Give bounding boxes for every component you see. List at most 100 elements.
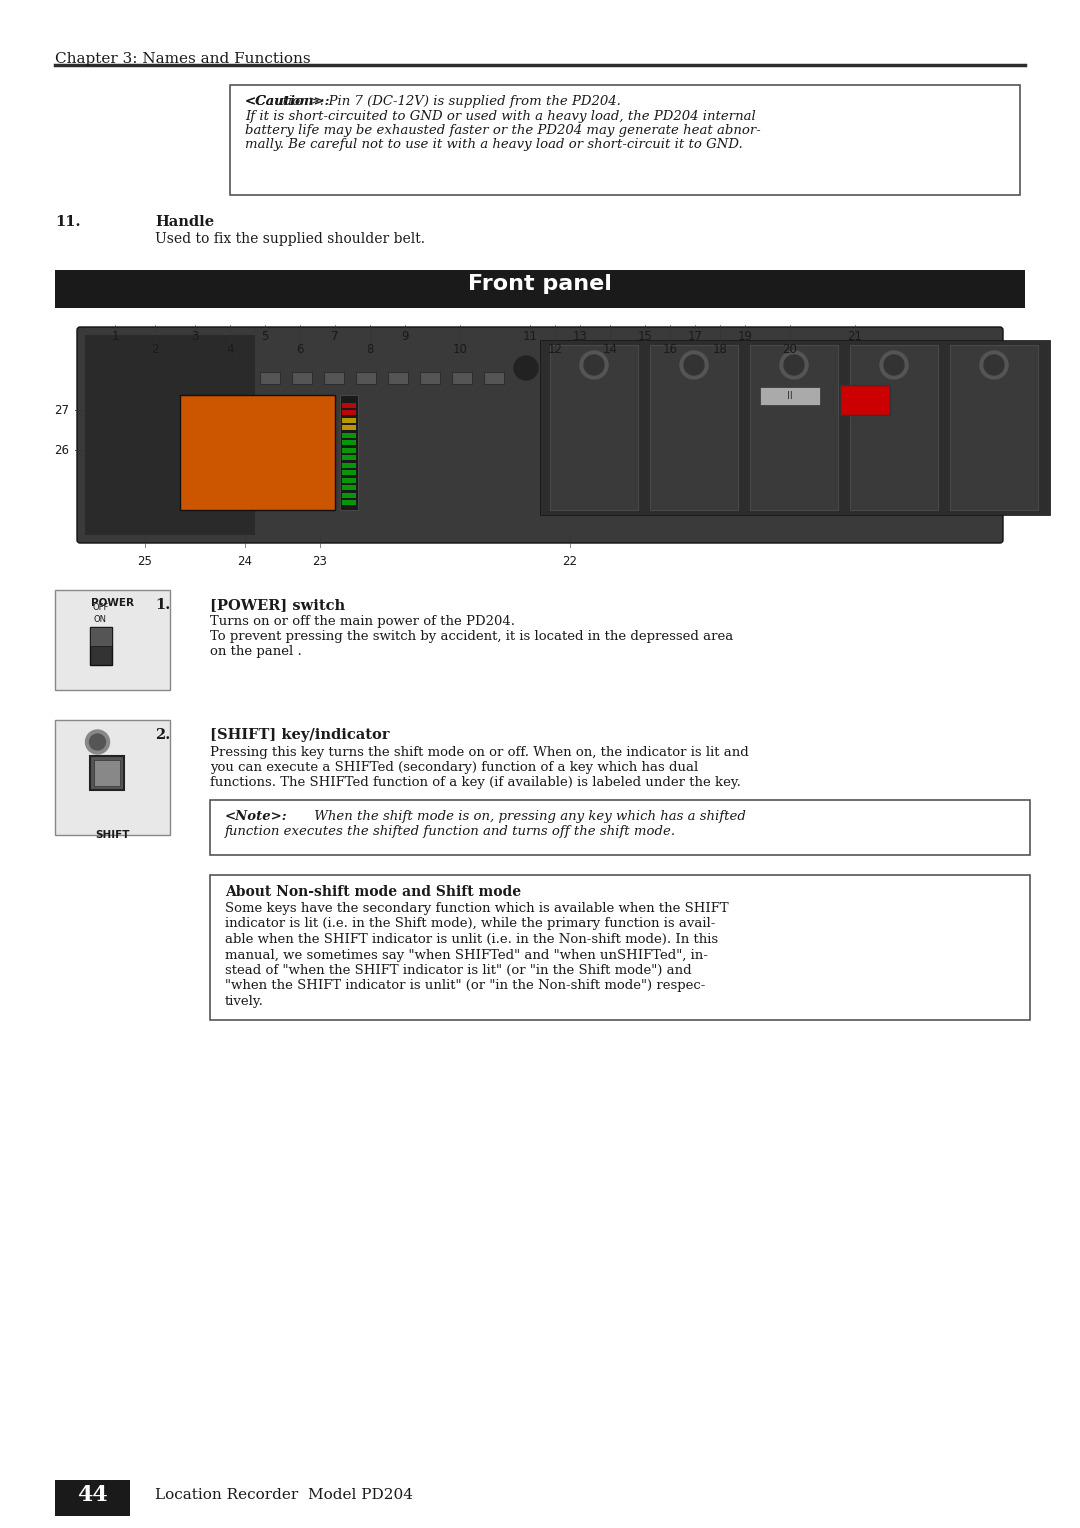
Bar bbox=[342, 477, 356, 483]
Text: 1.: 1. bbox=[156, 597, 171, 613]
Text: 22: 22 bbox=[563, 555, 578, 568]
Text: 1: 1 bbox=[111, 330, 119, 342]
Text: Pressing this key turns the shift mode on or off. When on, the indicator is lit : Pressing this key turns the shift mode o… bbox=[210, 746, 748, 759]
Text: <Caution>: Pin 7 (DC-12V) is supplied from the PD204.: <Caution>: Pin 7 (DC-12V) is supplied fr… bbox=[245, 95, 621, 108]
Text: 2.: 2. bbox=[156, 727, 171, 743]
Text: 44: 44 bbox=[77, 1484, 107, 1507]
Text: To prevent pressing the switch by accident, it is located in the depressed area: To prevent pressing the switch by accide… bbox=[210, 630, 733, 643]
Bar bbox=[342, 402, 356, 408]
Text: indicator is lit (i.e. in the Shift mode), while the primary function is avail-: indicator is lit (i.e. in the Shift mode… bbox=[225, 917, 715, 931]
Bar bbox=[342, 410, 356, 416]
Bar bbox=[342, 448, 356, 452]
FancyBboxPatch shape bbox=[210, 801, 1030, 856]
Text: battery life may be exhausted faster or the PD204 may generate heat abnor-: battery life may be exhausted faster or … bbox=[245, 124, 760, 138]
Bar bbox=[342, 492, 356, 498]
Bar bbox=[342, 500, 356, 504]
Text: Turns on or off the main power of the PD204.: Turns on or off the main power of the PD… bbox=[210, 614, 515, 628]
Text: POWER: POWER bbox=[91, 597, 134, 608]
Bar bbox=[85, 335, 255, 535]
Bar bbox=[342, 425, 356, 429]
Text: About Non-shift mode and Shift mode: About Non-shift mode and Shift mode bbox=[225, 885, 522, 898]
Bar bbox=[342, 484, 356, 490]
Circle shape bbox=[684, 354, 704, 374]
Text: When the shift mode is on, pressing any key which has a shifted: When the shift mode is on, pressing any … bbox=[225, 810, 746, 824]
Bar bbox=[94, 759, 120, 785]
Text: stead of "when the SHIFT indicator is lit" (or "in the Shift mode") and: stead of "when the SHIFT indicator is li… bbox=[225, 964, 691, 976]
Circle shape bbox=[984, 354, 1004, 374]
Text: 20: 20 bbox=[783, 342, 797, 356]
Circle shape bbox=[85, 730, 109, 753]
FancyBboxPatch shape bbox=[55, 720, 170, 834]
Bar bbox=[420, 371, 440, 384]
Text: ON: ON bbox=[94, 614, 107, 623]
Text: 14: 14 bbox=[603, 342, 618, 356]
Text: 27: 27 bbox=[54, 403, 69, 417]
Text: Some keys have the secondary function which is available when the SHIFT: Some keys have the secondary function wh… bbox=[225, 902, 729, 915]
Text: 8: 8 bbox=[366, 342, 374, 356]
Text: 23: 23 bbox=[312, 555, 327, 568]
Text: <Note>:: <Note>: bbox=[225, 810, 287, 824]
Text: 6: 6 bbox=[296, 342, 303, 356]
Text: 11.: 11. bbox=[55, 215, 81, 229]
Circle shape bbox=[680, 351, 708, 379]
Bar bbox=[324, 371, 345, 384]
Circle shape bbox=[780, 351, 808, 379]
Text: 17: 17 bbox=[688, 330, 702, 342]
Bar bbox=[453, 371, 472, 384]
Text: SHIFT: SHIFT bbox=[95, 830, 130, 840]
Bar bbox=[840, 385, 890, 416]
Text: 11: 11 bbox=[523, 330, 538, 342]
Text: [SHIFT] key/indicator: [SHIFT] key/indicator bbox=[210, 727, 390, 743]
Text: manual, we sometimes say "when SHIFTed" and "when unSHIFTed", in-: manual, we sometimes say "when SHIFTed" … bbox=[225, 949, 707, 961]
FancyBboxPatch shape bbox=[55, 590, 170, 691]
Bar bbox=[342, 463, 356, 468]
Text: on the panel .: on the panel . bbox=[210, 645, 301, 659]
Text: functions. The SHIFTed function of a key (if available) is labeled under the key: functions. The SHIFTed function of a key… bbox=[210, 776, 741, 788]
Bar bbox=[760, 387, 820, 405]
Text: tively.: tively. bbox=[225, 995, 264, 1008]
Text: If it is short-circuited to GND or used with a heavy load, the PD204 internal: If it is short-circuited to GND or used … bbox=[245, 110, 756, 122]
Text: Location Recorder  Model PD204: Location Recorder Model PD204 bbox=[156, 1488, 413, 1502]
Circle shape bbox=[880, 351, 908, 379]
Bar bbox=[342, 417, 356, 423]
Text: you can execute a SHIFTed (secondary) function of a key which has dual: you can execute a SHIFTed (secondary) fu… bbox=[210, 761, 699, 775]
Bar bbox=[90, 626, 111, 665]
Text: 15: 15 bbox=[637, 330, 652, 342]
Text: [POWER] switch: [POWER] switch bbox=[210, 597, 346, 613]
Bar bbox=[90, 756, 123, 790]
Text: 9: 9 bbox=[402, 330, 408, 342]
Bar bbox=[55, 270, 1025, 309]
Bar bbox=[340, 396, 357, 510]
Bar bbox=[342, 432, 356, 437]
FancyBboxPatch shape bbox=[210, 876, 1030, 1021]
Text: 3: 3 bbox=[191, 330, 199, 342]
Bar bbox=[540, 341, 1050, 515]
Bar bbox=[650, 345, 738, 510]
Text: mally. Be careful not to use it with a heavy load or short-circuit it to GND.: mally. Be careful not to use it with a h… bbox=[245, 138, 743, 151]
Bar bbox=[180, 396, 335, 510]
Circle shape bbox=[784, 354, 804, 374]
Text: 10: 10 bbox=[453, 342, 468, 356]
Text: 2: 2 bbox=[151, 342, 159, 356]
Text: 7: 7 bbox=[332, 330, 339, 342]
Text: 5: 5 bbox=[261, 330, 269, 342]
Bar bbox=[750, 345, 838, 510]
Text: Front panel: Front panel bbox=[468, 274, 612, 293]
Text: 18: 18 bbox=[713, 342, 728, 356]
Text: 13: 13 bbox=[572, 330, 588, 342]
Text: 16: 16 bbox=[662, 342, 677, 356]
Circle shape bbox=[980, 351, 1008, 379]
FancyBboxPatch shape bbox=[230, 86, 1020, 196]
Text: 24: 24 bbox=[238, 555, 253, 568]
Bar bbox=[55, 1481, 130, 1516]
Bar bbox=[90, 626, 111, 646]
Text: "when the SHIFT indicator is unlit" (or "in the Non-shift mode") respec-: "when the SHIFT indicator is unlit" (or … bbox=[225, 979, 705, 993]
Text: II: II bbox=[787, 391, 793, 400]
Bar bbox=[484, 371, 504, 384]
Bar bbox=[260, 371, 280, 384]
Text: 19: 19 bbox=[738, 330, 753, 342]
Circle shape bbox=[885, 354, 904, 374]
Text: 12: 12 bbox=[548, 342, 563, 356]
Circle shape bbox=[90, 733, 106, 750]
Bar bbox=[342, 440, 356, 445]
